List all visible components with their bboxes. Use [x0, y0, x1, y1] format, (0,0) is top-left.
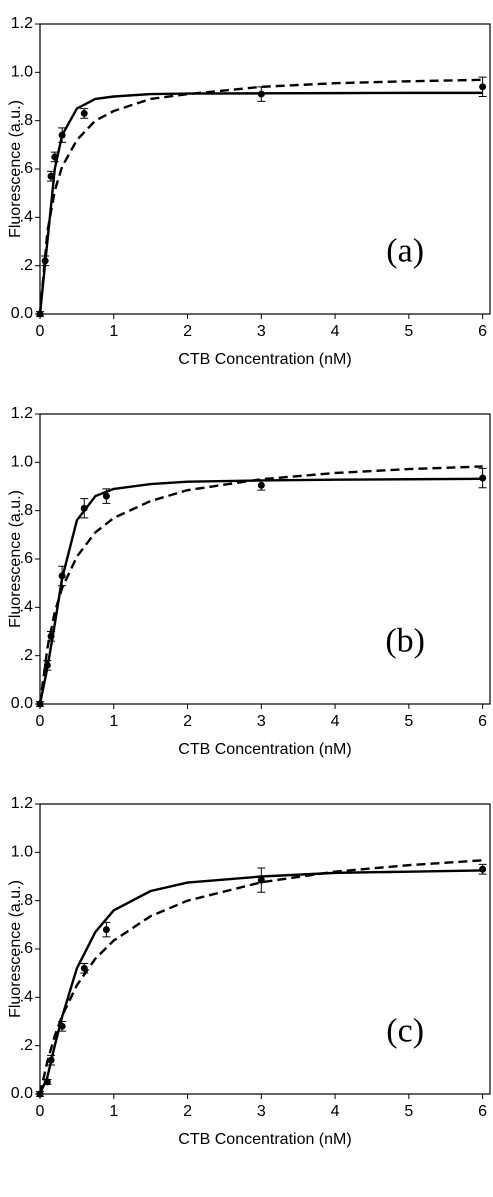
y-axis-label: Fluorescence (a.u.): [7, 880, 24, 1018]
data-point: [257, 481, 265, 489]
fit-curve: [38, 91, 483, 315]
y-tick-label: .2: [20, 647, 33, 664]
y-tick-label: .4: [20, 209, 33, 226]
data-point: [102, 492, 110, 500]
plot-frame: [39, 413, 491, 705]
plot-frame: [39, 23, 491, 315]
y-tick-label: .8: [20, 112, 33, 129]
data-point: [36, 700, 44, 708]
data-point: [257, 876, 265, 884]
x-tick-label: 4: [331, 713, 340, 730]
data-point: [58, 1022, 66, 1030]
x-axis-label: CTB Concentration (nM): [178, 741, 351, 758]
y-tick-label: 0.0: [11, 695, 33, 712]
data-point: [41, 257, 49, 265]
panel-label: (b): [385, 622, 425, 659]
plot-frame: [39, 803, 491, 1095]
y-tick-label: 1.2: [11, 15, 33, 32]
data-point: [36, 310, 44, 318]
x-tick-label: 3: [257, 323, 266, 340]
x-tick-label: 0: [36, 323, 45, 340]
x-tick-label: 2: [183, 1103, 192, 1120]
data-point: [43, 661, 51, 669]
data-point: [36, 1090, 44, 1098]
data-point: [80, 964, 88, 972]
data-point: [47, 1056, 55, 1064]
data-point: [47, 632, 55, 640]
fit-curve: [38, 78, 483, 315]
x-tick-label: 5: [404, 713, 413, 730]
data-point: [80, 504, 88, 512]
x-tick-label: 5: [404, 1103, 413, 1120]
x-tick-label: 4: [331, 1103, 340, 1120]
y-tick-label: 1.0: [11, 454, 33, 471]
panel: 0.0 .2 .4 .6 .8 1.0 1.2 0 1 2 3 4 5 6 CTB Concentratio…: [7, 795, 491, 1148]
x-tick-label: 0: [36, 713, 45, 730]
x-tick-label: 1: [109, 323, 118, 340]
fit-curve: [38, 859, 483, 1095]
x-tick-label: 2: [183, 323, 192, 340]
x-tick-label: 1: [109, 713, 118, 730]
y-tick-label: .4: [20, 599, 33, 616]
y-tick-label: .6: [20, 160, 33, 177]
y-tick-label: .2: [20, 1037, 33, 1054]
x-tick-label: 6: [478, 1103, 487, 1120]
fit-curve: [38, 477, 483, 705]
data-point: [47, 172, 55, 180]
panel-label: (a): [386, 232, 424, 269]
data-point: [479, 865, 487, 873]
x-axis-label: CTB Concentration (nM): [178, 1131, 351, 1148]
x-tick-label: 3: [257, 713, 266, 730]
y-tick-label: 1.0: [11, 64, 33, 81]
y-tick-label: .4: [20, 989, 33, 1006]
y-tick-label: 0.0: [11, 305, 33, 322]
y-tick-label: 1.0: [11, 844, 33, 861]
data-point: [479, 83, 487, 91]
panel: 0.0 .2 .4 .6 .8 1.0 1.2 0 1 2 3 4 5 6 CTB Concentratio…: [7, 405, 491, 758]
data-point: [479, 474, 487, 482]
x-tick-label: 3: [257, 1103, 266, 1120]
fit-curve: [38, 869, 483, 1095]
fit-curve: [38, 465, 483, 705]
y-tick-label: .8: [20, 892, 33, 909]
y-tick-label: .2: [20, 257, 33, 274]
data-point: [102, 926, 110, 934]
x-tick-label: 5: [404, 323, 413, 340]
data-point: [80, 109, 88, 117]
x-tick-label: 1: [109, 1103, 118, 1120]
data-point: [58, 572, 66, 580]
y-tick-label: 1.2: [11, 795, 33, 812]
panel: 0.0 .2 .4 .6 .8 1.0 1.2 0 1 2 3 4 5 6 CTB Concentratio…: [7, 15, 491, 368]
y-tick-label: 0.0: [11, 1085, 33, 1102]
x-tick-label: 2: [183, 713, 192, 730]
y-tick-label: 1.2: [11, 405, 33, 422]
x-tick-label: 6: [478, 323, 487, 340]
y-tick-label: .8: [20, 502, 33, 519]
data-point: [257, 90, 265, 98]
x-tick-label: 0: [36, 1103, 45, 1120]
x-axis-label: CTB Concentration (nM): [178, 351, 351, 368]
x-tick-label: 4: [331, 323, 340, 340]
panel-label: (c): [386, 1012, 424, 1049]
data-point: [43, 1078, 51, 1086]
data-point: [58, 131, 66, 139]
y-tick-label: .6: [20, 550, 33, 567]
x-tick-label: 6: [478, 713, 487, 730]
y-tick-label: .6: [20, 940, 33, 957]
data-point: [51, 153, 59, 161]
y-axis-label: Fluorescence (a.u.): [7, 100, 24, 238]
y-axis-label: Fluorescence (a.u.): [7, 490, 24, 628]
